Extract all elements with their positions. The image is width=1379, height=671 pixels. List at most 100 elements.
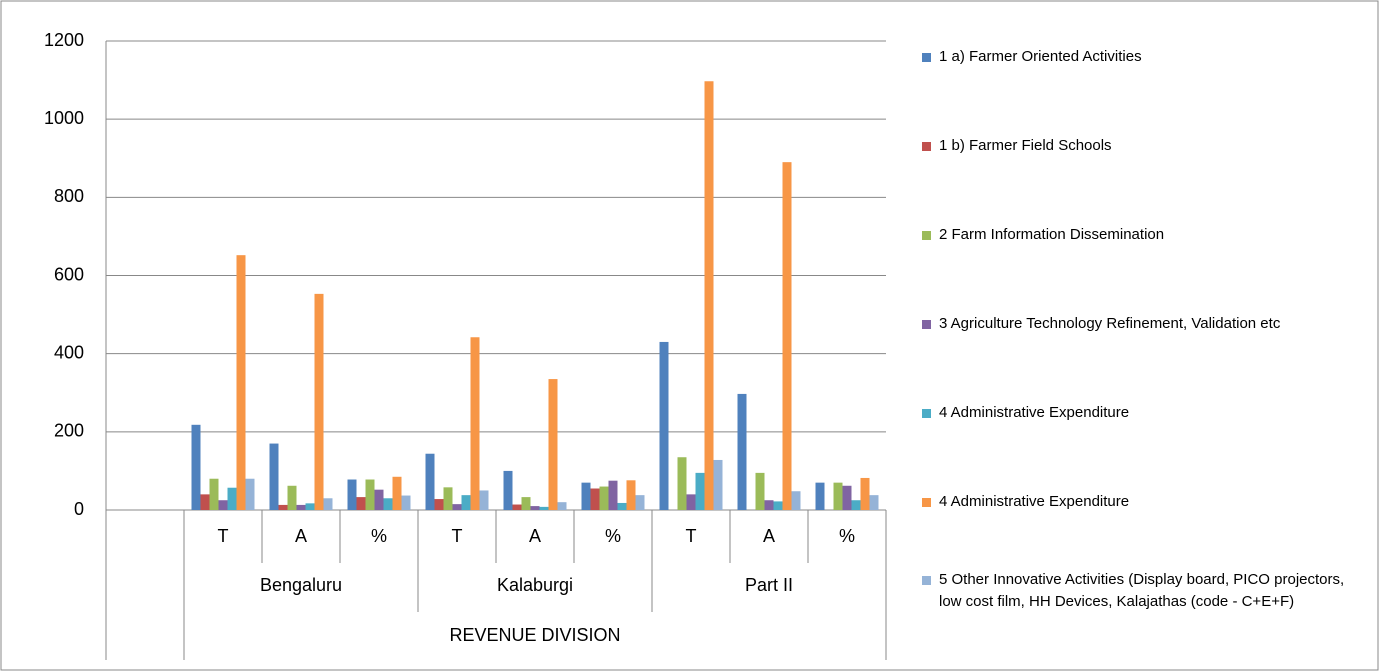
bar xyxy=(191,424,201,510)
bar xyxy=(347,479,357,510)
bar xyxy=(209,478,219,510)
bar xyxy=(383,498,393,510)
bar xyxy=(659,341,669,510)
bar xyxy=(200,494,210,510)
x-axis-label: REVENUE DIVISION xyxy=(449,625,620,645)
bar xyxy=(245,478,255,510)
bar xyxy=(365,479,375,510)
bar xyxy=(608,480,618,510)
bar xyxy=(479,490,489,510)
bar xyxy=(278,504,288,510)
bar xyxy=(461,495,471,510)
bar xyxy=(401,495,411,510)
x-tick-label: A xyxy=(529,526,541,546)
bar xyxy=(539,506,549,510)
bar xyxy=(617,502,627,510)
x-tick-label: % xyxy=(839,526,855,546)
bar xyxy=(470,337,480,510)
bar xyxy=(590,488,600,510)
legend-swatch xyxy=(922,320,931,329)
bar xyxy=(635,495,645,510)
legend-entry: 4 Administrative Expenditure xyxy=(922,491,1362,513)
bar xyxy=(236,255,246,510)
bar xyxy=(755,472,765,510)
group-label: Kalaburgi xyxy=(497,575,573,595)
legend-swatch xyxy=(922,409,931,418)
group-label: Part II xyxy=(745,575,793,595)
y-tick-label: 0 xyxy=(74,499,84,519)
legend-entry: 4 Administrative Expenditure xyxy=(922,402,1362,424)
bar xyxy=(851,500,861,510)
legend-swatch xyxy=(922,53,931,62)
y-tick-label: 200 xyxy=(54,421,84,441)
legend-label: 3 Agriculture Technology Refinement, Val… xyxy=(939,315,1281,332)
bar xyxy=(296,504,306,510)
y-tick-label: 400 xyxy=(54,342,84,362)
bar xyxy=(860,477,870,510)
bar xyxy=(392,476,402,510)
x-tick-label: A xyxy=(295,526,307,546)
x-tick-label: T xyxy=(452,526,463,546)
legend-label: 2 Farm Information Dissemination xyxy=(939,226,1165,243)
bar xyxy=(599,486,609,510)
bar xyxy=(548,379,558,510)
bar xyxy=(677,457,687,510)
bar xyxy=(269,443,279,510)
bar xyxy=(443,487,453,510)
legend-label: 4 Administrative Expenditure xyxy=(939,404,1130,421)
bar xyxy=(737,393,747,510)
y-tick-label: 1000 xyxy=(44,108,84,128)
y-tick-label: 600 xyxy=(54,264,84,284)
legend-label: 1 b) Farmer Field Schools xyxy=(939,137,1112,154)
bar xyxy=(782,162,792,511)
group-label: Bengaluru xyxy=(260,575,342,595)
legend-entry: 5 Other Innovative Activities (Display b… xyxy=(922,569,1362,613)
legend-label: 4 Administrative Expenditure xyxy=(939,493,1130,510)
bar xyxy=(842,485,852,510)
bar xyxy=(815,482,825,510)
bar xyxy=(521,497,531,510)
legend-entry: 1 b) Farmer Field Schools xyxy=(922,135,1362,157)
bar xyxy=(374,489,384,510)
legend-label: 1 a) Farmer Oriented Activities xyxy=(939,48,1142,65)
bar xyxy=(791,491,801,510)
legend-label: 5 Other Innovative Activities (Display b… xyxy=(939,571,1345,610)
legend-swatch xyxy=(922,231,931,240)
bar xyxy=(626,480,636,510)
bar xyxy=(323,498,333,510)
legend-swatch xyxy=(922,498,931,507)
legend-entry: 2 Farm Information Dissemination xyxy=(922,224,1362,246)
y-tick-label: 800 xyxy=(54,186,84,206)
bar xyxy=(512,504,522,510)
bar xyxy=(287,485,297,510)
bar xyxy=(764,500,774,510)
legend-swatch xyxy=(922,576,931,585)
bar xyxy=(686,494,696,510)
y-tick-label: 1200 xyxy=(44,30,84,50)
bar xyxy=(581,482,591,510)
bar xyxy=(227,487,237,510)
x-tick-label: % xyxy=(605,526,621,546)
bar xyxy=(704,81,714,511)
bar xyxy=(869,495,879,510)
bar xyxy=(833,482,843,510)
bar xyxy=(425,453,435,510)
x-tick-label: T xyxy=(686,526,697,546)
x-tick-label: T xyxy=(218,526,229,546)
x-tick-label: % xyxy=(371,526,387,546)
bar xyxy=(314,293,324,510)
bar xyxy=(356,497,366,510)
bar xyxy=(305,503,315,510)
bar xyxy=(530,506,540,510)
bar xyxy=(557,502,567,510)
bar xyxy=(713,459,723,510)
legend-entry: 1 a) Farmer Oriented Activities xyxy=(922,46,1362,68)
bar xyxy=(218,500,228,510)
bar xyxy=(695,472,705,510)
bar xyxy=(434,499,444,510)
legend-swatch xyxy=(922,142,931,151)
bar xyxy=(773,501,783,510)
